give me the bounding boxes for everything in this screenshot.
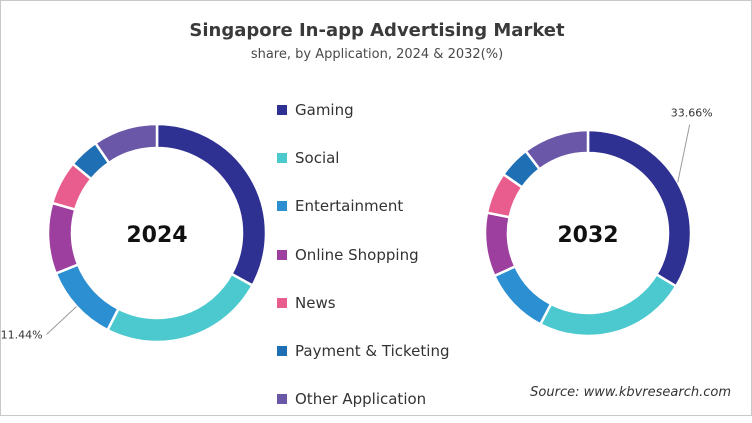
slice-social — [105, 272, 255, 344]
legend-label: Social — [295, 149, 340, 168]
legend-label: Entertainment — [295, 197, 404, 216]
slice-entertainment — [492, 264, 553, 326]
legend-item-other-application: Other Application — [277, 375, 497, 423]
donut-2024: 2024 11.44% — [1, 122, 268, 344]
legend-swatch — [277, 105, 287, 116]
slice-gaming — [155, 122, 268, 288]
donut-2032: 2032 33.66% — [483, 106, 713, 338]
legend-label: News — [295, 293, 336, 312]
legend-swatch — [277, 249, 287, 260]
legend-item-news: News — [277, 279, 497, 327]
donut-center-label: 2032 — [557, 223, 618, 248]
data-label-gaming: 33.66% — [671, 106, 713, 119]
legend-label: Gaming — [295, 101, 354, 120]
legend: Gaming Social Entertainment Online Shopping… — [277, 86, 497, 423]
chart-subtitle: share, by Application, 2024 & 2032(%) — [250, 47, 504, 62]
source-note: Source: www.kbvresearch.com — [530, 385, 731, 400]
legend-item-gaming: Gaming — [277, 86, 497, 134]
legend-label: Payment & Ticketing — [295, 342, 450, 361]
legend-swatch — [277, 297, 287, 308]
legend-label: Online Shopping — [295, 245, 419, 264]
legend-item-payment-and-ticketing: Payment & Ticketing — [277, 327, 497, 375]
slice-online-shopping — [46, 201, 80, 276]
donut-center-label: 2024 — [126, 223, 187, 248]
legend-item-entertainment: Entertainment — [277, 182, 497, 230]
annotation-leader-line — [46, 306, 77, 335]
chart-title: Singapore In-app Advertising Market — [189, 20, 565, 41]
legend-swatch — [277, 394, 287, 405]
legend-label: Other Application — [295, 390, 427, 409]
legend-item-online-shopping: Online Shopping — [277, 231, 497, 279]
legend-swatch — [277, 201, 287, 212]
data-label-entertainment: 11.44% — [1, 329, 43, 342]
legend-swatch — [277, 346, 287, 357]
legend-swatch — [277, 153, 287, 164]
slice-other-application — [93, 122, 159, 165]
legend-item-social: Social — [277, 134, 497, 182]
slice-gaming — [586, 128, 693, 289]
slice-social — [538, 272, 678, 338]
slice-other-application — [523, 128, 590, 172]
slice-entertainment — [54, 262, 121, 332]
annotation-leader-line — [677, 124, 691, 183]
